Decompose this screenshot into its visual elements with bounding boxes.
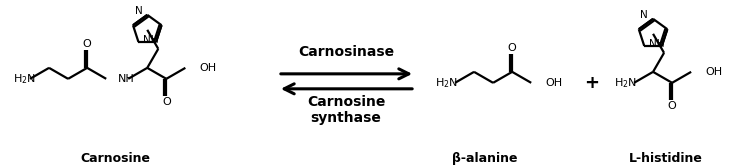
- Text: +: +: [584, 74, 599, 92]
- Text: NH: NH: [650, 39, 664, 49]
- Text: OH: OH: [545, 78, 562, 88]
- Text: OH: OH: [705, 67, 722, 77]
- Text: Carnosine: Carnosine: [80, 152, 150, 165]
- Text: H$_2$N: H$_2$N: [435, 76, 458, 90]
- Text: OH: OH: [200, 63, 217, 73]
- Text: O: O: [668, 101, 676, 111]
- Text: L-histidine: L-histidine: [629, 152, 703, 165]
- Text: NH: NH: [118, 74, 135, 84]
- Text: Carnosine
synthase: Carnosine synthase: [307, 95, 386, 125]
- Text: NH: NH: [143, 35, 159, 45]
- Text: N: N: [134, 6, 142, 16]
- Text: N: N: [640, 10, 648, 20]
- Text: β-alanine: β-alanine: [452, 152, 518, 165]
- Text: O: O: [82, 39, 92, 49]
- Text: O: O: [162, 97, 171, 107]
- Text: H$_2$N: H$_2$N: [13, 72, 36, 86]
- Text: O: O: [508, 43, 517, 53]
- Text: Carnosinase: Carnosinase: [298, 45, 394, 59]
- Text: H$_2$N: H$_2$N: [614, 76, 637, 90]
